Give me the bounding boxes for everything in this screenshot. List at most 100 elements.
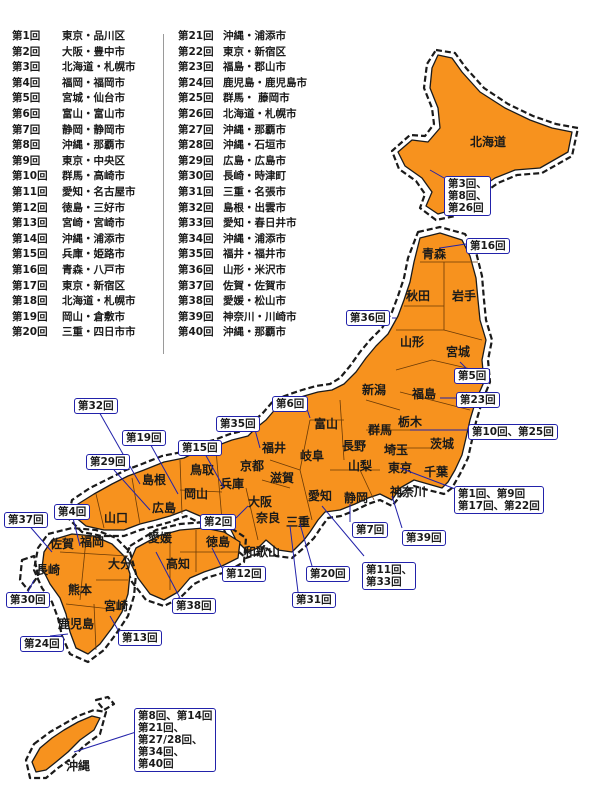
event-row: 第24回 鹿児島・鹿児島市 [178, 76, 307, 92]
event-row: 第35回 福井・福井市 [178, 247, 307, 263]
event-row: 第1回 東京・品川区 [12, 29, 136, 45]
event-number: 第6回 [12, 107, 41, 120]
label-saitama: 埼玉 [384, 442, 408, 457]
callout-aomori: 第16回 [466, 238, 510, 254]
outline-honshu [66, 225, 494, 560]
label-ehime: 愛媛 [148, 530, 173, 545]
event-row: 第21回 沖縄・浦添市 [178, 29, 307, 45]
event-number: 第7回 [12, 123, 41, 136]
label-nagasaki: 長崎 [36, 562, 60, 577]
event-row: 第40回 沖縄・那覇市 [178, 325, 307, 341]
event-row: 第13回 宮崎・宮崎市 [12, 216, 136, 232]
event-location: 沖縄・那覇市 [62, 139, 125, 152]
event-row: 第8回 沖縄・那覇市 [12, 138, 136, 154]
list-divider [163, 34, 164, 354]
outline-okinawa-north [94, 695, 116, 712]
event-location: 沖縄・那覇市 [223, 326, 286, 339]
event-row: 第23回 福島・郡山市 [178, 60, 307, 76]
event-number: 第38回 [178, 295, 214, 308]
callout-tokyo: 第1回、第9回 第17回、第22回 [454, 486, 544, 514]
event-row: 第11回 愛知・名古屋市 [12, 185, 136, 201]
label-shiga: 滋賀 [270, 470, 294, 485]
label-yamaguchi: 山口 [104, 510, 128, 525]
event-number: 第33回 [178, 217, 214, 230]
event-row: 第6回 富山・富山市 [12, 107, 136, 123]
callout-ehime: 第38回 [172, 598, 216, 614]
callout-gunma: 第10回、第25回 [468, 424, 558, 440]
label-fukui: 福井 [261, 440, 286, 455]
event-location: 沖縄・那覇市 [223, 123, 286, 136]
event-location: 沖縄・浦添市 [223, 232, 286, 245]
callout-okinawa: 第8回、第14回 第21回、 第27/28回、 第34回、 第40回 [134, 708, 217, 772]
event-number: 第34回 [178, 232, 214, 245]
event-row: 第34回 沖縄・浦添市 [178, 232, 307, 248]
event-number: 第18回 [12, 295, 48, 308]
callout-shimane: 第32回 [74, 398, 118, 414]
callout-miyazaki: 第13回 [118, 630, 162, 646]
label-mie: 三重 [286, 514, 310, 529]
label-osaka: 大阪 [248, 494, 273, 509]
event-number: 第4回 [12, 76, 41, 89]
callout-aichi: 第11回、 第33回 [362, 562, 417, 590]
event-row: 第3回 北海道・札幌市 [12, 60, 136, 76]
event-number: 第11回 [12, 185, 48, 198]
label-ibaraki: 茨城 [430, 436, 454, 451]
event-row: 第39回 神奈川・川崎市 [178, 310, 307, 326]
event-row: 第14回 沖縄・浦添市 [12, 232, 136, 248]
callout-fukuoka: 第4回 [54, 504, 91, 520]
event-number: 第19回 [12, 310, 48, 323]
event-row: 第2回 大阪・豊中市 [12, 45, 136, 61]
event-row: 第36回 山形・米沢市 [178, 263, 307, 279]
label-hyogo: 兵庫 [220, 476, 244, 491]
event-number: 第3回 [12, 61, 41, 74]
callout-mie-nabari: 第31回 [292, 592, 336, 608]
event-location: 福井・福井市 [223, 248, 286, 261]
callout-kanagawa: 第39回 [402, 530, 446, 546]
event-number: 第9回 [12, 154, 41, 167]
event-location: 東京・新宿区 [223, 45, 286, 58]
event-location: 北海道・札幌市 [62, 61, 136, 74]
event-row: 第5回 宮城・仙台市 [12, 91, 136, 107]
event-number: 第36回 [178, 263, 214, 276]
label-fukushima: 福島 [411, 386, 436, 401]
label-okayama: 岡山 [184, 486, 208, 501]
event-number: 第17回 [12, 279, 48, 292]
event-location: 愛知・名古屋市 [62, 185, 136, 198]
event-location: 群馬・高崎市 [62, 170, 125, 183]
event-number: 第2回 [12, 45, 41, 58]
event-number: 第20回 [12, 326, 48, 339]
callout-nagasaki: 第30回 [6, 592, 50, 608]
event-number: 第30回 [178, 170, 214, 183]
event-number: 第28回 [178, 139, 214, 152]
callout-tokushima: 第12回 [222, 566, 266, 582]
event-location: 東京・新宿区 [62, 279, 125, 292]
event-row: 第17回 東京・新宿区 [12, 279, 136, 295]
event-location: 長崎・時津町 [223, 170, 286, 183]
callout-hiroshima: 第29回 [86, 454, 130, 470]
kyushu-region [18, 526, 138, 664]
prefecture-labels: 北海道 青森 秋田 岩手 山形 宮城 新潟 福島 富山 石川 長野 群馬 栃木 … [36, 134, 506, 773]
event-number: 第27回 [178, 123, 214, 136]
event-row: 第15回 兵庫・姫路市 [12, 247, 136, 263]
event-row: 第28回 沖縄・石垣市 [178, 138, 307, 154]
label-gifu: 岐阜 [300, 448, 324, 463]
outline-shikoku [122, 520, 248, 608]
callout-fukushima: 第23回 [456, 392, 500, 408]
event-number: 第12回 [12, 201, 48, 214]
callout-okayama: 第19回 [122, 430, 166, 446]
label-kyoto: 京都 [240, 458, 264, 473]
event-row: 第29回 広島・広島市 [178, 154, 307, 170]
outline-kyushu [32, 526, 138, 664]
event-location: 愛媛・松山市 [223, 295, 286, 308]
event-number: 第31回 [178, 185, 214, 198]
callout-kagoshima: 第24回 [20, 636, 64, 652]
event-row: 第22回 東京・新宿区 [178, 45, 307, 61]
event-location: 山形・米沢市 [223, 263, 286, 276]
event-number: 第26回 [178, 107, 214, 120]
event-location: 鹿児島・鹿児島市 [223, 76, 307, 89]
callout-miyagi: 第5回 [454, 368, 491, 384]
event-row: 第38回 愛媛・松山市 [178, 294, 307, 310]
event-location: 愛知・春日井市 [223, 217, 297, 230]
label-miyagi: 宮城 [446, 344, 470, 359]
